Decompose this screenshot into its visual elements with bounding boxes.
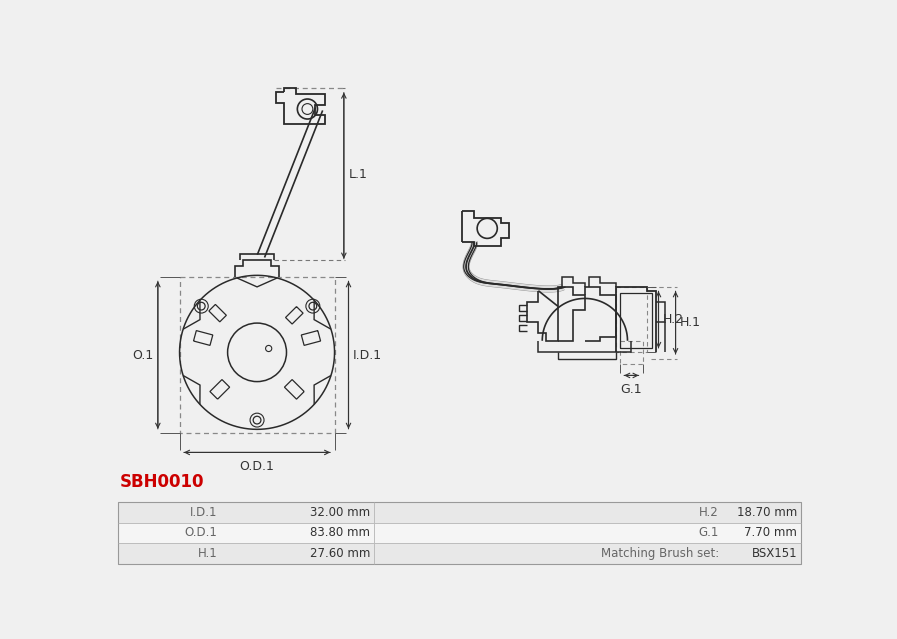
Text: G.1: G.1 <box>621 383 642 396</box>
Text: L.1: L.1 <box>349 167 368 181</box>
Text: I.D.1: I.D.1 <box>190 505 218 519</box>
Text: H.1: H.1 <box>197 547 218 560</box>
Bar <box>118 502 801 564</box>
Text: 27.60 mm: 27.60 mm <box>309 547 370 560</box>
Text: SBH0010: SBH0010 <box>120 473 205 491</box>
Text: 83.80 mm: 83.80 mm <box>310 527 370 539</box>
Text: 18.70 mm: 18.70 mm <box>737 505 797 519</box>
Bar <box>374 502 801 523</box>
Text: 32.00 mm: 32.00 mm <box>310 505 370 519</box>
Text: O.D.1: O.D.1 <box>239 460 274 473</box>
Bar <box>118 543 374 564</box>
Text: H.2: H.2 <box>699 505 719 519</box>
Text: BSX151: BSX151 <box>752 547 797 560</box>
Text: H.1: H.1 <box>679 316 701 329</box>
Text: 7.70 mm: 7.70 mm <box>745 527 797 539</box>
Bar <box>374 523 801 543</box>
Text: O.1: O.1 <box>132 348 153 362</box>
Text: G.1: G.1 <box>699 527 719 539</box>
Text: O.D.1: O.D.1 <box>185 527 218 539</box>
Text: Matching Brush set:: Matching Brush set: <box>601 547 719 560</box>
Bar <box>118 502 374 523</box>
Text: H.2: H.2 <box>662 313 684 326</box>
Bar <box>374 543 801 564</box>
Bar <box>118 523 374 543</box>
Text: I.D.1: I.D.1 <box>353 348 381 362</box>
